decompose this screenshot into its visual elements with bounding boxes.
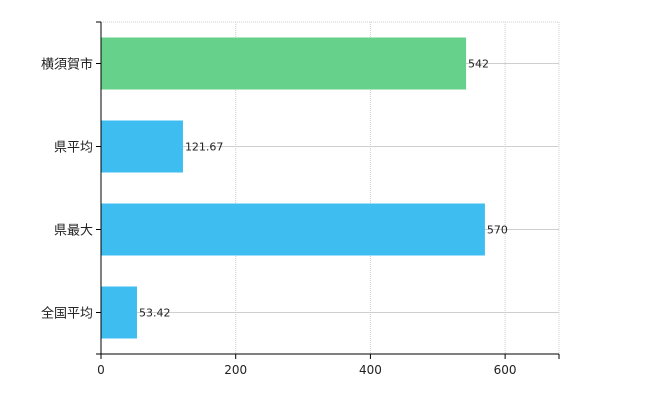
category-tick-label: 全国平均 [41, 306, 93, 322]
x-tick-label: 400 [359, 363, 382, 377]
labels: 542 横須賀市 121.67 県平均 570 県最大 53.42 全国平均 0 200 400 60… [41, 57, 517, 378]
x-tick-label: 200 [224, 363, 247, 377]
data-label: 542 [468, 58, 489, 71]
category-tick-label: 横須賀市 [41, 57, 93, 73]
bar [101, 37, 467, 90]
bar [101, 203, 485, 256]
data-label: 121.67 [185, 141, 224, 154]
x-tick-label: 0 [97, 363, 105, 377]
bar [101, 286, 137, 339]
data-label: 53.42 [139, 307, 171, 320]
bars [101, 37, 485, 339]
axes [96, 21, 560, 359]
x-tick-label: 600 [494, 363, 517, 377]
bar [101, 120, 183, 173]
data-label: 570 [487, 224, 508, 237]
category-tick-label: 県平均 [54, 141, 93, 156]
category-tick-label: 県最大 [54, 224, 93, 239]
